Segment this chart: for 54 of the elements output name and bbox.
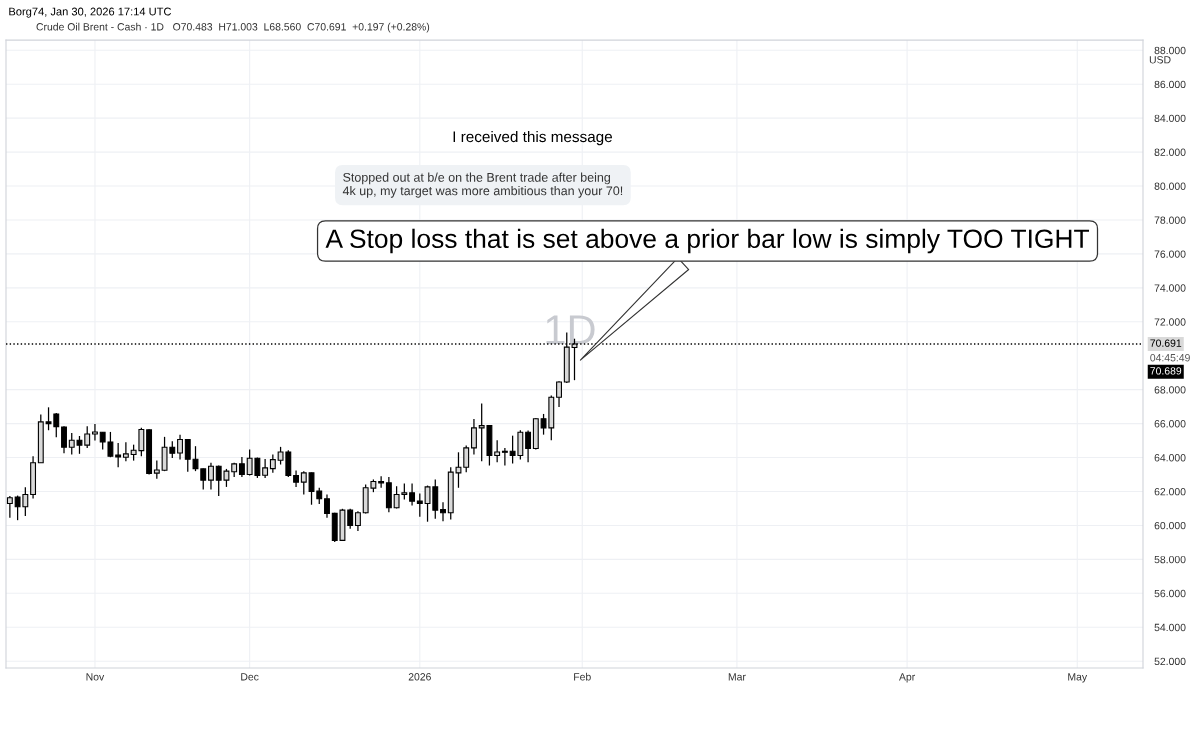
y-tick-label: 80.000 <box>1154 182 1186 190</box>
text: 04:45:49 <box>1150 354 1190 362</box>
annotation: Stopped out at b/e on the Brent trade after being 4k up, my target was more ambitious than your 70! <box>342 172 623 198</box>
y-tick-label: 76.000 <box>1154 250 1186 258</box>
y-tick-label: 72.000 <box>1154 318 1186 326</box>
candlestick <box>354 510 361 532</box>
x-tick-label: Dec <box>241 673 259 681</box>
y-axis-title: USD <box>1149 56 1171 64</box>
text: 70.689 <box>1150 367 1182 375</box>
y-tick-label: 52.000 <box>1154 657 1186 666</box>
candlestick <box>208 462 214 491</box>
y-tick-label: 84.000 <box>1154 114 1186 123</box>
y-tick-label: 68.000 <box>1154 386 1186 394</box>
candlestick <box>153 459 160 480</box>
annotation: A Stop loss that is set above a prior bar low is simply TOO TIGHT <box>325 228 1090 254</box>
y-tick-label: 74.000 <box>1154 284 1186 292</box>
y-tick-label: 56.000 <box>1154 589 1186 598</box>
x-tick-label: May <box>1068 673 1088 683</box>
candlestick <box>501 447 508 467</box>
y-tick-label: 88.000 <box>1154 46 1186 55</box>
candlestick <box>115 442 122 468</box>
y-tick-label: 78.000 <box>1154 216 1186 224</box>
chart-title: Crude Oil Brent - Cash · 1D O70.483 H71.003 L68.560 C70.691 +0.197 (+0.28%) <box>36 22 430 33</box>
candlestick <box>409 482 416 507</box>
candlestick <box>177 434 183 461</box>
candlestick <box>324 493 330 519</box>
ref-line-label: 70.691 <box>1150 339 1182 347</box>
x-tick-label: Mar <box>728 673 746 681</box>
candlestick <box>238 456 245 478</box>
candlestick <box>440 501 446 522</box>
candlestick <box>122 441 129 462</box>
x-tick-label: 2026 <box>408 673 431 681</box>
y-tick-label: 54.000 <box>1154 623 1186 632</box>
candlestick <box>262 458 269 479</box>
candlestick <box>91 423 98 442</box>
candlestick <box>525 429 532 463</box>
candlestick <box>269 453 276 474</box>
candlestick <box>494 439 501 463</box>
y-tick-label: 60.000 <box>1154 521 1186 530</box>
y-tick-label: 66.000 <box>1154 420 1186 428</box>
y-tick-label: 62.000 <box>1154 488 1186 496</box>
y-tick-label: 82.000 <box>1154 148 1186 156</box>
y-tick-label: 64.000 <box>1154 454 1186 462</box>
x-tick-label: Feb <box>574 672 591 681</box>
y-tick-label: 58.000 <box>1154 555 1186 564</box>
y-tick-label: 86.000 <box>1154 80 1186 89</box>
x-tick-label: Nov <box>86 673 105 681</box>
candlestick <box>470 418 477 456</box>
candlestick <box>61 425 67 454</box>
annotation: I received this message <box>453 130 612 146</box>
candlestick <box>378 475 385 489</box>
text: Borg74, Jan 30, 2026 17:14 UTC <box>9 7 172 18</box>
candlestick <box>556 380 562 408</box>
x-tick-label: Apr <box>899 673 916 683</box>
